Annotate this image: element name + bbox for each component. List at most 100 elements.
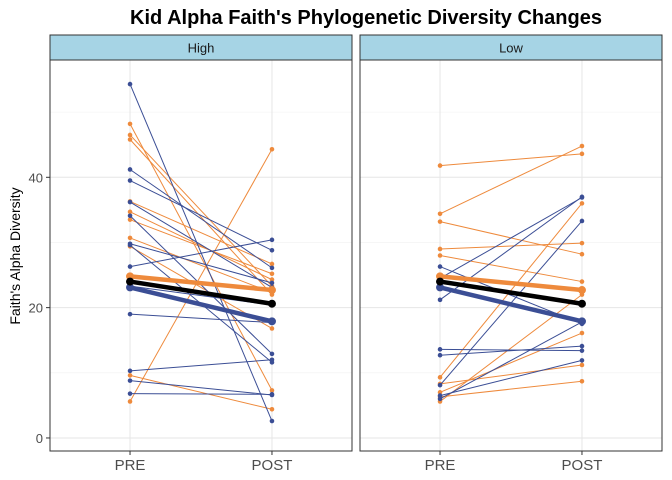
orange-series-point-pre-4 [437, 253, 443, 258]
mean-blue [436, 283, 586, 326]
blue-series-point-pre-4 [127, 213, 133, 219]
orange-series-point-post-5 [269, 271, 275, 277]
blue-series-point-post-2 [269, 247, 275, 253]
orange-series-point-pre-3 [437, 246, 443, 252]
orange-series-line-0 [439, 153, 583, 167]
orange-series-point-post-0 [269, 388, 275, 393]
blue-series-point-pre-2 [437, 297, 443, 303]
blue-series-line-10 [130, 393, 272, 395]
orange-series-point-post-5 [579, 201, 585, 206]
y-tick-label: 0 [36, 431, 43, 446]
blue-series-line-6 [439, 359, 583, 397]
blue-series-line-5 [129, 243, 273, 284]
orange-series-line-1 [129, 134, 273, 287]
x-tick-label: PRE [115, 457, 146, 474]
orange-series-point-post-9 [269, 146, 275, 152]
orange-series-point-pre-1 [127, 132, 133, 138]
orange-series-point-post-1 [579, 143, 585, 149]
blue-series-point-pre-6 [437, 393, 443, 398]
orange-series-point-pre-4 [127, 209, 133, 215]
orange-series-point-post-7 [269, 326, 275, 331]
orange-series-point-post-6 [579, 362, 585, 368]
blue-series-point-pre-6 [127, 264, 133, 269]
x-tick-label: POST [252, 457, 293, 474]
chart-title: Kid Alpha Faith's Phylogenetic Diversity… [130, 7, 602, 29]
orange-series-point-pre-7 [437, 390, 443, 395]
blue-series-point-pre-3 [437, 347, 443, 352]
orange-series [127, 121, 275, 412]
mean-orange-line [439, 274, 583, 293]
orange-series-point-post-3 [269, 261, 275, 267]
orange-series-line-9 [439, 294, 583, 402]
mean-overall [126, 277, 276, 308]
x-tick-label: POST [562, 457, 603, 474]
blue-series-point-pre-3 [127, 199, 133, 205]
orange-series-point-pre-9 [127, 399, 133, 404]
mean-overall-line [129, 279, 273, 306]
mean-blue-point-pre [436, 283, 445, 292]
mean-blue [126, 283, 276, 326]
facet-panels: High PRE POST 0 20 40 Low PRE POST [29, 34, 663, 474]
mean-overall-point-pre [436, 277, 445, 286]
panel-border [49, 59, 353, 452]
panel-background [50, 60, 352, 451]
blue-series-point-post-2 [579, 194, 585, 200]
blue-series-point-pre-1 [127, 167, 133, 172]
blue-series-point-pre-0 [127, 81, 133, 87]
blue-series-point-pre-11 [127, 242, 133, 248]
facet-panel-low: Low PRE POST [359, 34, 663, 474]
orange-series-point-post-2 [579, 251, 585, 257]
orange-series-point-pre-6 [127, 235, 133, 241]
mean-blue-point-pre [126, 283, 135, 292]
blue-series-point-post-0 [269, 418, 275, 424]
blue-series-line-9 [129, 380, 273, 396]
orange-series [437, 143, 585, 404]
blue-series-line-7 [130, 313, 272, 324]
orange-series-line-6 [439, 364, 583, 385]
orange-series-point-post-7 [579, 330, 585, 336]
blue-series-point-post-10 [269, 392, 275, 397]
blue-series-line-6 [129, 239, 273, 268]
blue-series-point-post-5 [269, 280, 275, 286]
blue-series-point-pre-10 [127, 391, 133, 396]
orange-series-line-5 [439, 203, 583, 378]
orange-series-point-pre-8 [127, 373, 133, 378]
blue-series-line-7 [439, 321, 583, 400]
y-tick-label: 40 [29, 170, 43, 185]
facet-strip-label: Low [499, 41, 523, 56]
orange-series-line-4 [129, 211, 273, 281]
mean-orange-line [129, 274, 273, 293]
blue-series-line-1 [439, 197, 583, 279]
mean-blue-line [439, 285, 583, 324]
y-tick-label: 20 [29, 301, 43, 316]
blue-series-line-1 [129, 169, 273, 269]
blue-series-point-post-6 [579, 358, 585, 363]
blue-series-point-pre-4 [437, 352, 443, 358]
facet-strip-label: High [188, 41, 215, 56]
mean-overall-point-pre [126, 277, 135, 286]
orange-series-point-post-0 [579, 151, 585, 157]
orange-series-point-post-8 [579, 378, 585, 384]
blue-series-point-post-1 [269, 265, 275, 271]
orange-series-line-5 [129, 219, 273, 275]
y-axis-title: Faith's Alpha Diversity [7, 187, 23, 324]
blue-series-point-pre-0 [437, 264, 443, 269]
orange-series-point-pre-2 [127, 137, 133, 142]
blue-series-point-post-4 [269, 351, 275, 357]
blue-series-line-8 [129, 359, 273, 372]
orange-series-line-9 [129, 149, 273, 402]
mean-blue-point-post [267, 317, 276, 326]
blue-series-point-pre-5 [437, 382, 443, 388]
blue-series-line-3 [129, 201, 273, 288]
orange-series-point-pre-5 [127, 217, 133, 222]
x-tick-label: PRE [425, 457, 456, 474]
blue-series-line-3 [440, 348, 582, 352]
mean-orange-point-post [267, 286, 276, 295]
orange-series-line-4 [439, 255, 583, 283]
mean-orange-point-post [577, 286, 586, 295]
orange-series-point-pre-0 [437, 163, 443, 168]
orange-series-point-post-4 [269, 277, 275, 282]
blue-series-point-post-5 [579, 218, 585, 224]
orange-series-point-pre-5 [437, 375, 443, 380]
